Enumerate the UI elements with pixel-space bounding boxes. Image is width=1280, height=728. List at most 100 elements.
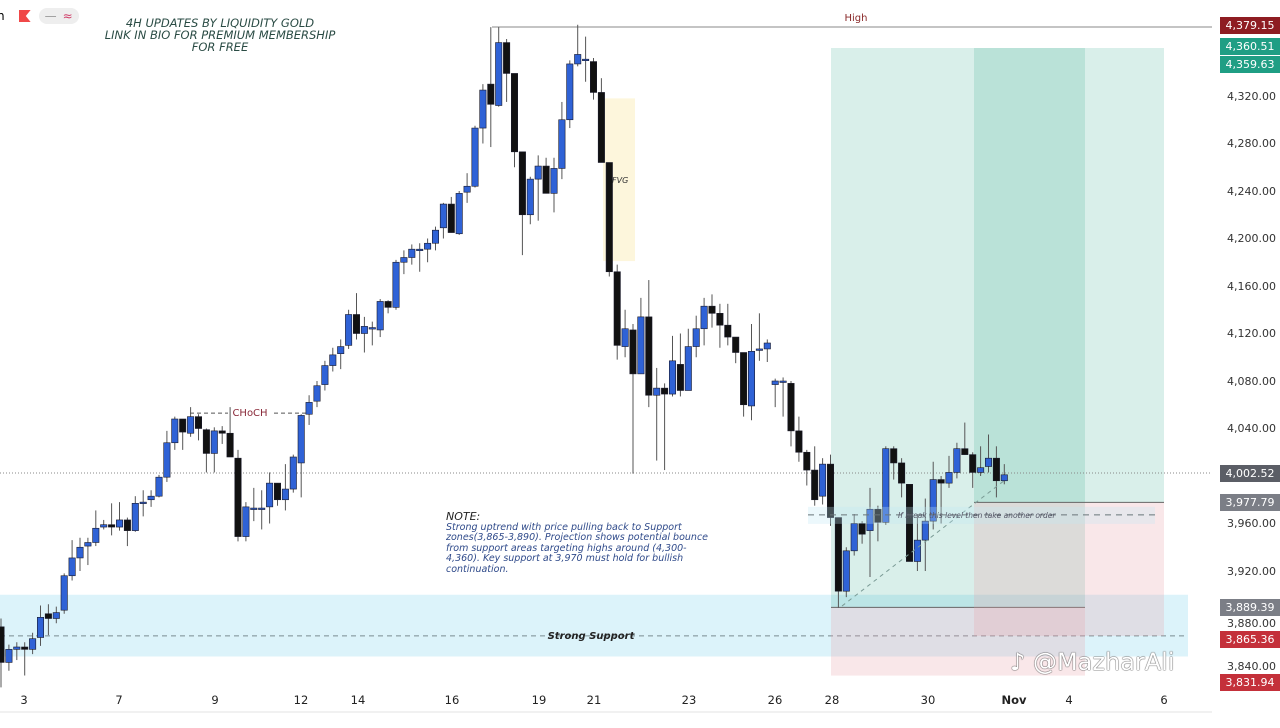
- candle: [495, 42, 503, 106]
- candle: [621, 328, 629, 347]
- candle: [376, 301, 384, 331]
- candle: [589, 61, 597, 93]
- price-badge: 3,865.36: [1220, 630, 1280, 648]
- candle: [242, 506, 250, 537]
- y-tick-label: 3,840.00: [1227, 659, 1276, 673]
- candle: [787, 383, 795, 432]
- flag-icon[interactable]: [18, 10, 31, 22]
- candle: [637, 316, 645, 375]
- title-line: 4H UPDATES BY LIQUIDITY GOLD: [125, 16, 315, 30]
- candle: [992, 457, 1000, 482]
- position-loss-zone: [974, 502, 1164, 636]
- candle: [645, 316, 653, 396]
- candle: [605, 162, 613, 273]
- candle: [905, 484, 913, 562]
- x-tick-label: 16: [444, 693, 460, 707]
- x-tick-label: 23: [681, 693, 697, 707]
- candle: [273, 482, 281, 501]
- candle: [834, 517, 842, 592]
- break-level-zone: [808, 506, 1155, 524]
- price-badge: 3,889.39: [1220, 598, 1280, 616]
- candle: [139, 501, 147, 504]
- minus-icon: —: [44, 9, 57, 23]
- candle: [463, 185, 471, 193]
- candle: [716, 313, 724, 326]
- candle: [574, 54, 582, 65]
- candle: [21, 646, 29, 650]
- x-tick-label: 21: [586, 693, 602, 707]
- candle: [921, 520, 929, 541]
- x-tick-label: 28: [824, 693, 840, 707]
- high-label: High: [845, 13, 868, 24]
- y-tick-label: 3,920.00: [1227, 564, 1276, 578]
- candle: [977, 467, 985, 473]
- candle: [811, 469, 819, 501]
- candle: [171, 418, 179, 444]
- candle: [929, 479, 937, 522]
- choch-label: CHoCH: [232, 408, 267, 419]
- candle: [447, 203, 455, 233]
- candle: [0, 626, 5, 663]
- candle: [542, 165, 550, 194]
- candle: [60, 575, 68, 611]
- candle: [345, 314, 353, 346]
- candle: [913, 539, 921, 562]
- x-tick-label: 26: [767, 693, 783, 707]
- price-badge: 3,977.79: [1220, 493, 1280, 511]
- candle: [874, 508, 882, 523]
- candle: [424, 242, 432, 250]
- watermark-text: @MazharAli: [1032, 648, 1175, 676]
- candle: [52, 612, 60, 619]
- candle: [732, 336, 740, 353]
- watermark: ♪ @MazharAli: [1010, 648, 1175, 676]
- position-loss-zone: [831, 607, 1085, 676]
- price-badge: 4,379.15: [1220, 17, 1280, 35]
- y-tick-label: 4,040.00: [1227, 422, 1276, 435]
- y-tick-label: 3,960.00: [1227, 517, 1276, 530]
- candle: [597, 92, 605, 163]
- candle: [337, 346, 345, 354]
- candle: [352, 314, 360, 334]
- candle: [455, 193, 463, 235]
- candle: [92, 527, 100, 543]
- title-line: FOR FREE: [191, 40, 249, 54]
- indicator-toggle[interactable]: — ≈: [38, 8, 79, 24]
- candle: [289, 456, 297, 490]
- y-tick-label: 3,880.00: [1227, 616, 1276, 630]
- candle: [250, 507, 258, 510]
- x-tick-label: 6: [1160, 693, 1168, 707]
- symbol-fragment: n: [0, 9, 5, 23]
- trendline: [841, 479, 1006, 607]
- x-tick-label: 3: [20, 693, 28, 707]
- candle: [653, 387, 661, 396]
- candle: [945, 472, 953, 484]
- candle: [526, 178, 534, 216]
- candle: [305, 402, 313, 415]
- x-tick-label: Nov: [1001, 693, 1027, 707]
- x-tick-label: 9: [211, 693, 219, 707]
- x-tick-label: 12: [293, 693, 309, 707]
- candle: [297, 415, 305, 464]
- candle: [155, 476, 163, 497]
- candle: [510, 73, 518, 153]
- candle: [131, 503, 139, 531]
- candle: [819, 463, 827, 497]
- candle: [882, 448, 890, 523]
- analysis-note: NOTE: Strong uptrend with price pulling …: [446, 510, 716, 575]
- support-zone: [0, 594, 1188, 657]
- x-tick-label: 4: [1065, 693, 1073, 707]
- candle: [13, 646, 21, 650]
- candle: [668, 360, 676, 395]
- candle: [858, 523, 866, 535]
- y-tick-label: 4,080.00: [1227, 374, 1276, 388]
- note-heading: NOTE:: [446, 510, 481, 523]
- candle: [408, 248, 416, 258]
- wave-icon: ≈: [62, 9, 73, 23]
- candle: [937, 479, 945, 484]
- candle: [100, 524, 108, 528]
- candle: [431, 229, 439, 244]
- candle: [961, 448, 969, 455]
- price-badge: 4,002.52: [1220, 464, 1280, 482]
- candle: [550, 168, 558, 194]
